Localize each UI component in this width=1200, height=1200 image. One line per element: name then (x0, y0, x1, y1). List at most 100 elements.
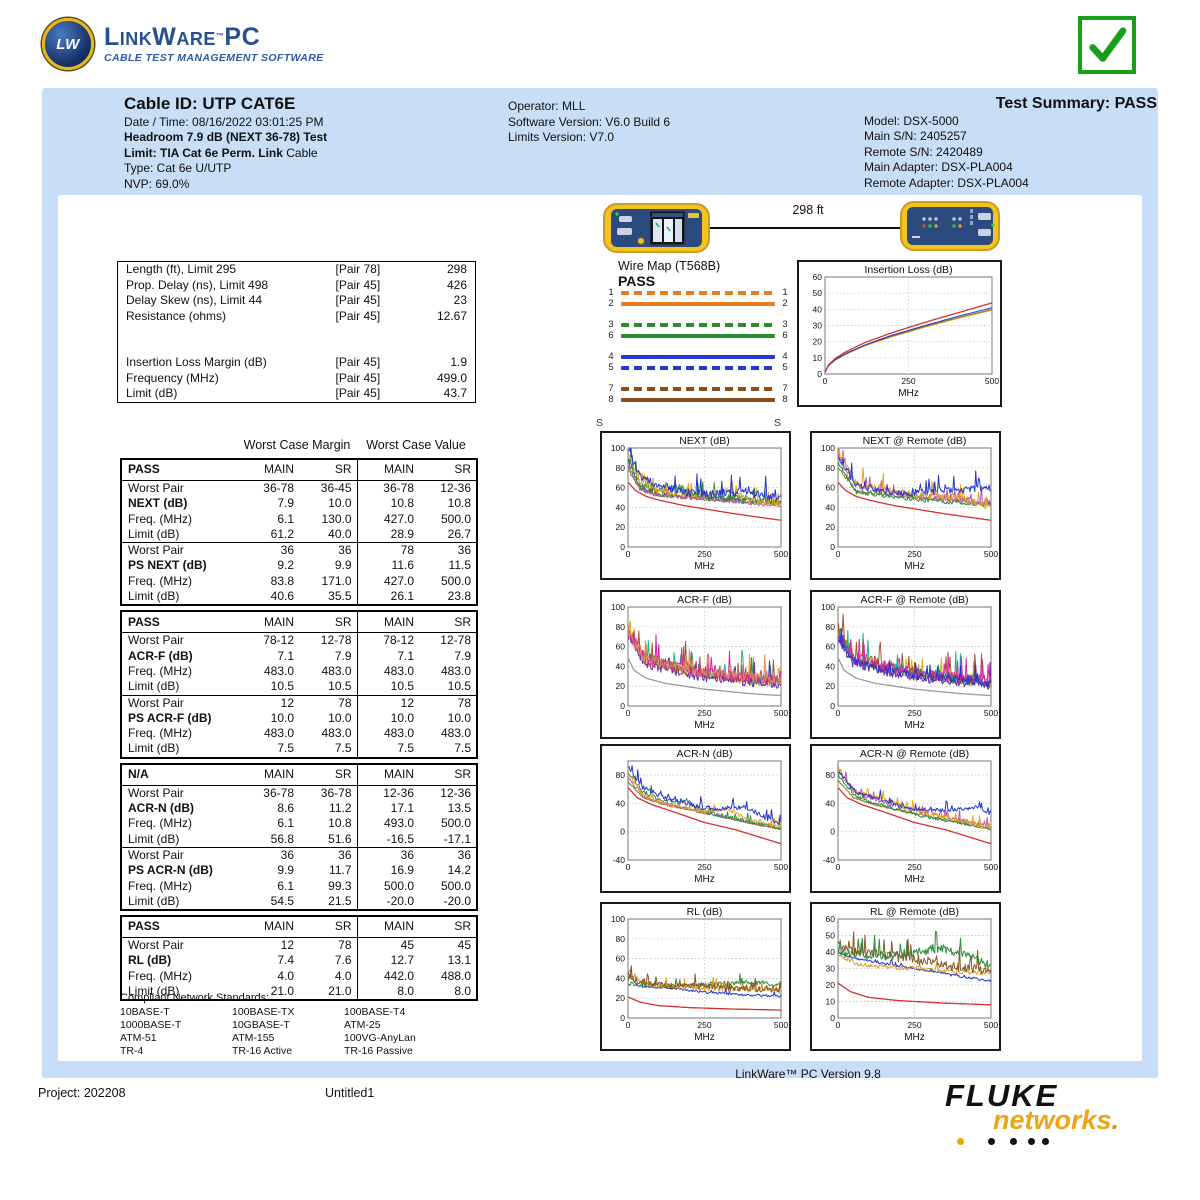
cable-type: Type: Cat 6e U/UTP (124, 161, 232, 175)
svg-text:500: 500 (774, 1020, 788, 1030)
table-row: Worst Pair 12 78 12 78 (121, 694, 477, 711)
chart-acrn-main: ACR-N (dB) -40 0 40 80 0 250 500 MHz (600, 744, 791, 893)
svg-text:-40: -40 (613, 855, 626, 865)
svg-text:30: 30 (813, 321, 823, 331)
main-sn: Main S/N: 2405257 (864, 129, 967, 143)
svg-text:40: 40 (616, 661, 626, 671)
report-body: Cable ID: UTP CAT6E Date / Time: 08/16/2… (42, 88, 1158, 1081)
logo-text: LINKWARE™PC CABLE TEST MANAGEMENT SOFTWA… (104, 22, 324, 64)
remote-tester-device (900, 201, 1000, 256)
svg-text:RL (dB): RL (dB) (687, 906, 723, 918)
cable-id: Cable ID: UTP CAT6E (124, 94, 296, 113)
table-row: Freq. (MHz) 6.1 10.8 493.0 500.0 (128, 816, 471, 832)
main-adapter: Main Adapter: DSX-PLA004 (864, 160, 1013, 174)
table-row: Insertion Loss Margin (dB) [Pair 45] 1.9 (126, 355, 467, 369)
svg-text:500: 500 (774, 549, 788, 559)
table-header-row: PASS MAIN SR MAIN SR (121, 459, 477, 481)
table-row: Worst Pair 12 78 45 45 (128, 937, 471, 954)
svg-text:250: 250 (901, 376, 915, 386)
chart-rl-main: RL (dB) 0 20 40 60 80 100 0 250 500 MHz (600, 902, 791, 1051)
svg-text:60: 60 (826, 914, 836, 924)
svg-text:60: 60 (616, 483, 626, 493)
standards-title: Compliant Network Standards: (120, 992, 270, 1004)
svg-text:40: 40 (616, 973, 626, 983)
svg-text:40: 40 (826, 798, 836, 808)
svg-text:0: 0 (626, 1020, 631, 1030)
date-time: Date / Time: 08/16/2022 03:01:25 PM (124, 114, 324, 129)
svg-text:250: 250 (907, 1020, 921, 1030)
svg-text:40: 40 (826, 502, 836, 512)
table-row: ACR-F (dB) 7.1 7.9 7.1 7.9 (128, 648, 471, 664)
svg-text:0: 0 (620, 827, 625, 837)
pass-checkbox-icon (1078, 16, 1136, 74)
svg-text:0: 0 (836, 862, 841, 872)
nvp: NVP: 69.0% (124, 176, 190, 191)
svg-text:60: 60 (826, 642, 836, 652)
svg-text:100: 100 (611, 443, 625, 453)
table-row: Freq. (MHz) 483.0 483.0 483.0 483.0 (128, 726, 471, 742)
standards-row: 10BASE-T 100BASE-TX 100BASE-T4 (120, 1006, 406, 1018)
s-marker-right: S (774, 417, 782, 429)
table-row: Delay Skew (ns), Limit 44 [Pair 45] 23 (126, 293, 467, 307)
svg-text:40: 40 (826, 661, 836, 671)
table-row: Limit (dB) 54.5 21.5 -20.0 -20.0 (121, 893, 477, 911)
svg-text:60: 60 (616, 642, 626, 652)
svg-text:40: 40 (616, 798, 626, 808)
chart-acrf-remote: ACR-F @ Remote (dB) 0 20 40 60 80 100 0 250 500 MH… (810, 590, 1001, 739)
table-row: ACR-N (dB) 8.6 11.2 17.1 13.5 (128, 801, 471, 817)
table-row: Limit (dB) 40.6 35.5 26.1 23.8 (121, 589, 477, 606)
table-row (118, 324, 476, 340)
svg-text:500: 500 (985, 376, 999, 386)
svg-text:60: 60 (813, 272, 823, 282)
table-row: Resistance (ohms) [Pair 45] 12.67 (126, 308, 467, 323)
project-label: Project: 202208 (38, 1086, 126, 1100)
svg-text:-40: -40 (823, 855, 836, 865)
table-header-row: PASS MAIN SR MAIN SR (121, 611, 477, 634)
svg-text:20: 20 (616, 681, 626, 691)
svg-text:100: 100 (821, 443, 835, 453)
table-row: Freq. (MHz) 6.1 99.3 500.0 500.0 (128, 878, 471, 894)
svg-text:250: 250 (697, 708, 711, 718)
remote-sn: Remote S/N: 2420489 (864, 144, 983, 159)
table-row: Frequency (MHz) [Pair 45] 499.0 (126, 370, 467, 385)
linkware-logo: LW LINKWARE™PC CABLE TEST MANAGEMENT SOF… (42, 18, 324, 70)
table-row: Freq. (MHz) 83.8 171.0 427.0 500.0 (128, 573, 471, 590)
svg-text:500: 500 (774, 708, 788, 718)
svg-text:60: 60 (826, 483, 836, 493)
summary-table: Length (ft), Limit 295 [Pair 78] 298 Prop. … (117, 261, 476, 403)
result-table: PASS MAIN SR MAIN SR Worst Pair 12 78 45 45 RL (dB… (120, 915, 478, 1002)
table-row: Freq. (MHz) 483.0 483.0 483.0 483.0 (128, 663, 471, 680)
result-table: PASS MAIN SR MAIN SR Worst Pair 36-78 36-45 36-7… (120, 458, 478, 607)
svg-text:30: 30 (826, 964, 836, 974)
version-line: LinkWare™ PC Version 9.8 (735, 1067, 881, 1081)
svg-text:0: 0 (830, 827, 835, 837)
svg-text:250: 250 (697, 549, 711, 559)
svg-text:250: 250 (697, 862, 711, 872)
svg-text:RL @ Remote (dB): RL @ Remote (dB) (870, 906, 959, 918)
svg-text:250: 250 (907, 862, 921, 872)
svg-text:20: 20 (826, 980, 836, 990)
svg-text:ACR-F (dB): ACR-F (dB) (677, 594, 732, 606)
table-row: RL (dB) 7.4 7.6 12.7 13.1 (128, 953, 471, 969)
limits-version: Limits Version: V7.0 (508, 130, 615, 144)
svg-text:0: 0 (836, 1020, 841, 1030)
svg-text:Insertion Loss (dB): Insertion Loss (dB) (864, 264, 952, 276)
svg-text:0: 0 (830, 1013, 835, 1023)
software-version: Software Version: V6.0 Build 6 (508, 114, 671, 129)
logo-title: LINKWARE™PC (104, 22, 261, 51)
standards-row: TR-4 TR-16 Active TR-16 Passive (120, 1045, 413, 1057)
table-row: PS NEXT (dB) 9.2 9.9 11.6 11.5 (128, 558, 471, 574)
table-row: Limit (dB) 61.2 40.0 28.9 26.7 (128, 526, 471, 543)
standards-row: ATM-51 ATM-155 100VG-AnyLan (120, 1032, 416, 1044)
operator: Operator: MLL (508, 99, 586, 113)
chart-insertion-loss: Insertion Loss (dB) 0 10 20 30 40 50 60 0 250 500 M… (797, 260, 1002, 407)
svg-text:0: 0 (626, 708, 631, 718)
svg-text:NEXT (dB): NEXT (dB) (679, 435, 730, 447)
